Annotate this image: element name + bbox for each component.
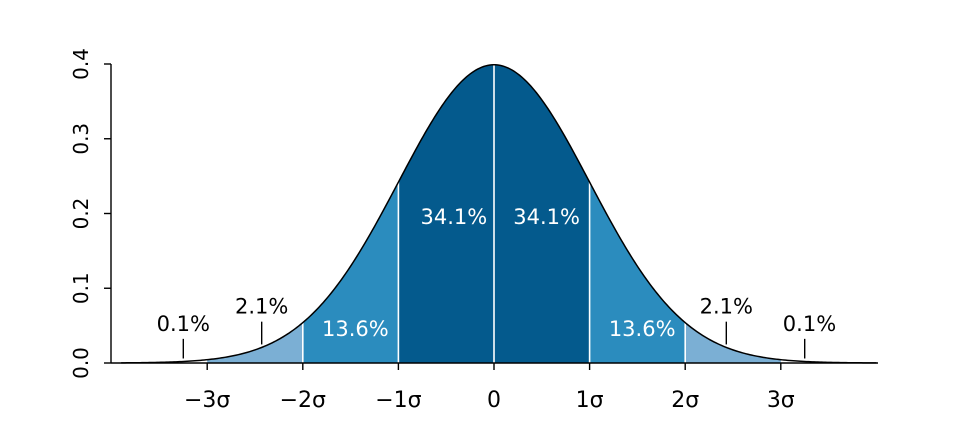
percentage-label: 13.6% bbox=[322, 317, 389, 341]
percentage-label: 0.1% bbox=[783, 312, 836, 336]
x-tick-label: 3σ bbox=[767, 388, 795, 413]
x-tick-label: 2σ bbox=[671, 388, 699, 413]
x-tick-label: 1σ bbox=[576, 388, 604, 413]
x-tick-label: −1σ bbox=[375, 388, 421, 413]
percentage-label: 0.1% bbox=[157, 312, 210, 336]
percentage-label: 2.1% bbox=[700, 295, 753, 319]
y-tick-label: 0.1 bbox=[69, 272, 93, 304]
x-tick-label: −3σ bbox=[184, 388, 230, 413]
labels-layer: 34.1% 34.1% 13.6% 13.6% 2.1% 2.1% 0.1% 0.1% bbox=[157, 205, 836, 359]
x-tick-label: 0 bbox=[487, 388, 501, 413]
dividers-layer bbox=[301, 64, 687, 363]
y-tick-label: 0.0 bbox=[69, 347, 93, 379]
density-curve bbox=[121, 64, 877, 364]
percentage-label: 34.1% bbox=[420, 205, 487, 229]
x-tick-label: −2σ bbox=[280, 388, 326, 413]
y-tick-label: 0.4 bbox=[69, 48, 93, 80]
percentage-label: 34.1% bbox=[513, 205, 580, 229]
band-5 bbox=[685, 322, 781, 363]
percentage-label: 2.1% bbox=[235, 295, 288, 319]
percentage-label: 13.6% bbox=[609, 317, 676, 341]
axes-layer: −3σ −2σ −1σ 0 1σ 2σ 3σ 0.0 0.1 0.2 0.3 0.4 bbox=[69, 48, 878, 413]
band-0 bbox=[207, 322, 303, 363]
y-tick-label: 0.3 bbox=[69, 123, 93, 155]
y-tick-label: 0.2 bbox=[69, 198, 93, 230]
